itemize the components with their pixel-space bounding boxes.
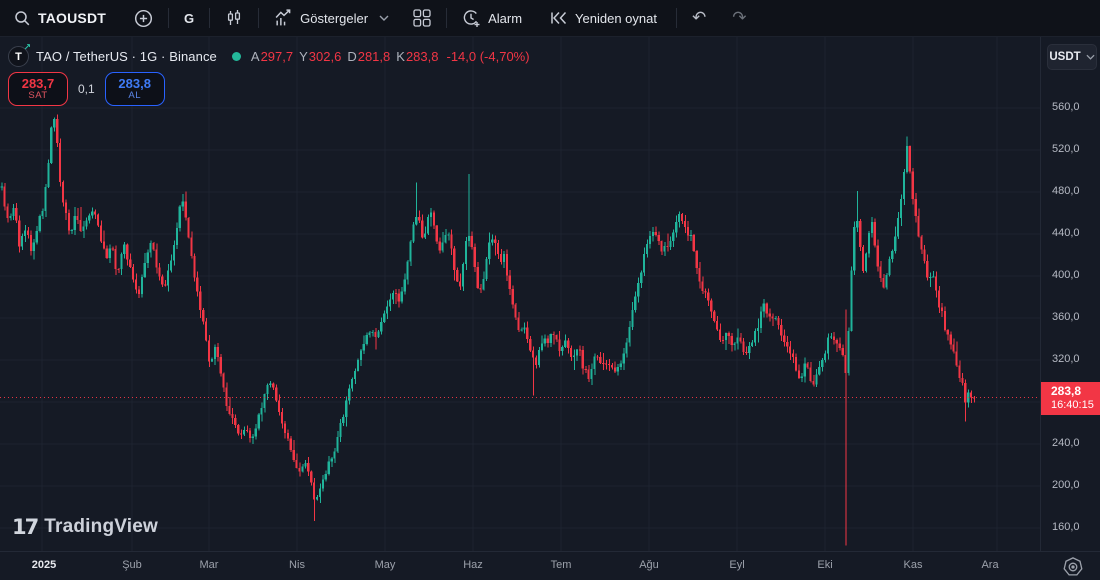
- time-axis-label: Şub: [122, 559, 142, 571]
- alarm-clock-icon: [463, 9, 480, 27]
- time-axis[interactable]: 2025 Şub Mar Nis May Haz Tem Ağu Eyl Eki Kas Ara: [0, 551, 1100, 580]
- time-axis-label: Ağu: [639, 559, 659, 571]
- buy-price: 283,8: [118, 75, 151, 91]
- time-axis-label: 2025: [31, 559, 57, 571]
- price-axis-label: 560,0: [1052, 101, 1080, 113]
- price-axis-label: 520,0: [1052, 142, 1080, 155]
- layout-button[interactable]: [404, 4, 440, 32]
- change-value: -14,0 (-4,70%): [446, 49, 530, 64]
- market-status-dot[interactable]: [231, 52, 241, 61]
- tao-symbol-logo: T ↗: [8, 43, 31, 67]
- layout-grid-icon: [413, 9, 431, 27]
- toolbar-divider: [258, 8, 260, 28]
- price-axis-label: 200,0: [1052, 478, 1080, 491]
- price-axis-label: 360,0: [1052, 310, 1080, 323]
- tradingview-logo-text: TradingView: [44, 516, 159, 537]
- ohlc-values: A 297,7 Y 302,6 D 281,8 K 283,8 -14,0 (-4,70…: [251, 49, 530, 64]
- top-toolbar: TAOUSDT G Göstergeler: [0, 0, 1100, 37]
- interval-label: G: [184, 10, 195, 26]
- plus-circle-icon: [134, 9, 153, 27]
- time-axis-label: Eki: [817, 559, 833, 571]
- candlestick-type-icon: [228, 10, 241, 25]
- price-axis-label: 320,0: [1052, 352, 1080, 365]
- bar-countdown: 16:40:15: [1051, 398, 1094, 411]
- indicators-label: Göstergeler: [300, 10, 369, 26]
- buy-button[interactable]: 283,8 AL: [104, 72, 165, 106]
- time-axis-label: Eyl: [729, 559, 745, 571]
- close-value: 283,8: [405, 49, 439, 64]
- time-axis-label: Tem: [550, 559, 572, 571]
- last-price-tag: 283,8 16:40:15: [1041, 381, 1100, 415]
- alarm-button[interactable]: Alarm: [453, 4, 531, 32]
- chart-type-button[interactable]: [216, 4, 252, 32]
- close-label: K: [396, 49, 405, 64]
- last-price-value: 283,8: [1051, 383, 1082, 398]
- redo-button[interactable]: ↷: [723, 4, 755, 32]
- price-axis-label: 160,0: [1052, 520, 1080, 533]
- symbol-search-label: TAOUSDT: [38, 10, 107, 26]
- high-value: 302,6: [308, 49, 342, 64]
- sell-button[interactable]: 283,7 SAT: [8, 72, 68, 106]
- symbol-title[interactable]: TAO / TetherUS · 1G · Binance: [36, 49, 217, 64]
- replay-button[interactable]: Yeniden oynat: [541, 4, 666, 32]
- time-axis-label: Ara: [981, 559, 999, 571]
- tradingview-logo[interactable]: 17 TradingView: [12, 515, 158, 539]
- time-axis-label: Kas: [903, 559, 923, 571]
- time-axis-label: May: [374, 559, 396, 571]
- toolbar-divider: [675, 8, 677, 28]
- currency-selector[interactable]: USDT: [1047, 44, 1097, 70]
- timezone-clock-button[interactable]: [1062, 556, 1084, 578]
- interval-button[interactable]: G: [175, 4, 203, 32]
- replay-icon: [551, 11, 567, 25]
- tradingview-logo-mark: 17: [12, 515, 39, 539]
- undo-button[interactable]: ↶: [683, 4, 715, 32]
- alarm-label: Alarm: [488, 10, 523, 26]
- search-icon: [15, 11, 30, 26]
- sell-price: 283,7: [21, 75, 55, 91]
- toolbar-divider: [446, 8, 448, 28]
- indicators-button[interactable]: Göstergeler: [265, 4, 398, 32]
- redo-icon: ↷: [732, 7, 747, 28]
- undo-icon: ↶: [691, 7, 707, 28]
- chevron-down-icon: [379, 15, 389, 21]
- high-label: Y: [299, 49, 308, 64]
- trade-buttons: 283,7 SAT 0,1 283,8 AL: [8, 72, 165, 106]
- spread-value: 0,1: [78, 82, 95, 96]
- low-label: D: [347, 49, 357, 64]
- compare-add-button[interactable]: [125, 4, 162, 32]
- price-axis-label: 400,0: [1052, 268, 1080, 281]
- toolbar-divider: [168, 8, 170, 28]
- time-axis-label: Nis: [289, 559, 305, 571]
- price-axis[interactable]: USDT 560,0 520,0 480,0 440,0 400,0 360,0 320,0…: [1040, 36, 1100, 551]
- low-value: 281,8: [357, 49, 391, 64]
- time-axis-label: Mar: [199, 559, 219, 571]
- replay-label: Yeniden oynat: [575, 10, 657, 26]
- currency-label: USDT: [1049, 51, 1081, 63]
- price-axis-label: 240,0: [1052, 436, 1080, 449]
- time-axis-label: Haz: [463, 559, 483, 571]
- open-value: 297,7: [260, 49, 294, 64]
- symbol-search-button[interactable]: TAOUSDT: [4, 4, 115, 32]
- indicators-icon: [275, 9, 291, 26]
- chevron-down-icon: [1086, 54, 1095, 60]
- open-label: A: [250, 49, 260, 64]
- tao-logo-arrow-icon: ↗: [23, 43, 31, 53]
- price-axis-label: 480,0: [1052, 184, 1080, 197]
- buy-label: AL: [128, 89, 141, 101]
- price-axis-label: 440,0: [1052, 226, 1080, 239]
- clock-icon: [1063, 557, 1083, 576]
- sell-label: SAT: [28, 89, 48, 101]
- toolbar-divider: [209, 8, 211, 28]
- chart-legend: T ↗ TAO / TetherUS · 1G · Binance A 297,7 …: [8, 43, 530, 67]
